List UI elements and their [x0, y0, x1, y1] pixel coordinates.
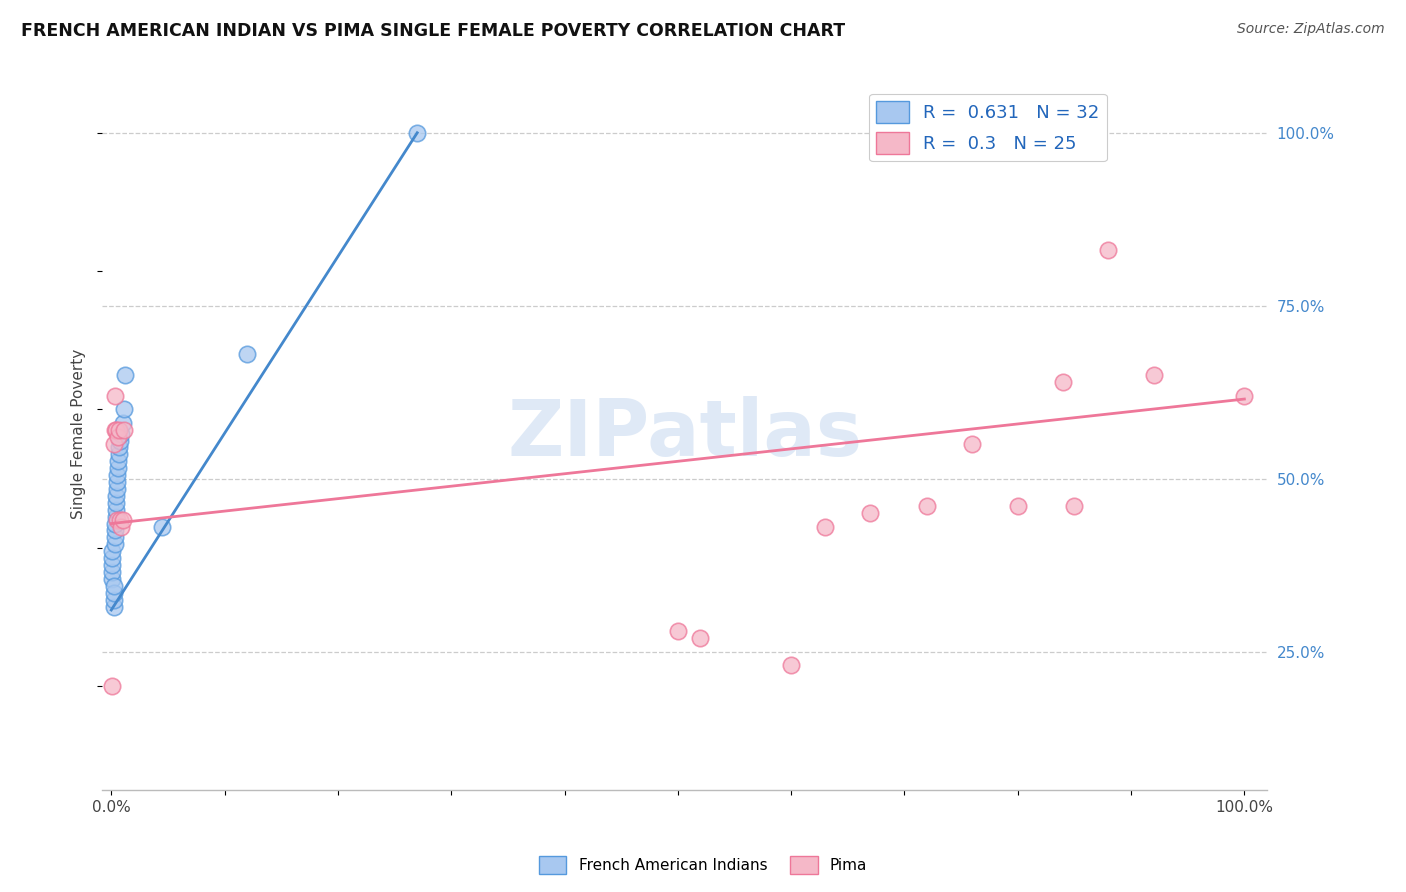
- Point: [104, 423, 127, 437]
- Legend: French American Indians, Pima: French American Indians, Pima: [533, 850, 873, 880]
- Text: ZIPatlas: ZIPatlas: [508, 396, 862, 472]
- Point: [107, 461, 129, 475]
- Point: [101, 679, 124, 693]
- Point: [108, 423, 131, 437]
- Point: [1052, 375, 1074, 389]
- Point: [110, 434, 132, 448]
- Point: [111, 417, 134, 431]
- Point: [104, 524, 127, 538]
- Point: [104, 496, 127, 510]
- Point: [236, 347, 259, 361]
- Point: [406, 126, 429, 140]
- Point: [112, 423, 135, 437]
- Point: [103, 579, 125, 593]
- Point: [108, 447, 131, 461]
- Text: Source: ZipAtlas.com: Source: ZipAtlas.com: [1237, 22, 1385, 37]
- Point: [101, 544, 124, 558]
- Point: [101, 551, 124, 566]
- Point: [104, 509, 127, 524]
- Point: [962, 437, 984, 451]
- Point: [689, 631, 711, 645]
- Point: [1143, 368, 1166, 382]
- Point: [104, 423, 127, 437]
- Point: [108, 441, 131, 455]
- Point: [105, 513, 128, 527]
- Point: [101, 565, 124, 579]
- Point: [110, 426, 132, 441]
- Point: [104, 489, 127, 503]
- Point: [1007, 500, 1029, 514]
- Y-axis label: Single Female Poverty: Single Female Poverty: [72, 349, 86, 519]
- Point: [103, 585, 125, 599]
- Point: [105, 475, 128, 489]
- Point: [112, 402, 135, 417]
- Point: [107, 430, 129, 444]
- Point: [104, 502, 127, 516]
- Point: [814, 520, 837, 534]
- Point: [1233, 388, 1256, 402]
- Point: [107, 454, 129, 468]
- Point: [103, 599, 125, 614]
- Point: [114, 368, 136, 382]
- Point: [104, 537, 127, 551]
- Point: [110, 520, 132, 534]
- Point: [104, 388, 127, 402]
- Point: [105, 468, 128, 483]
- Point: [780, 658, 803, 673]
- Point: [1063, 500, 1085, 514]
- Point: [150, 520, 173, 534]
- Point: [915, 500, 938, 514]
- Legend: R =  0.631   N = 32, R =  0.3   N = 25: R = 0.631 N = 32, R = 0.3 N = 25: [869, 94, 1107, 161]
- Point: [103, 437, 125, 451]
- Point: [1097, 244, 1119, 258]
- Point: [104, 530, 127, 544]
- Point: [666, 624, 689, 638]
- Point: [101, 558, 124, 572]
- Point: [105, 482, 128, 496]
- Point: [101, 572, 124, 586]
- Point: [104, 516, 127, 531]
- Point: [110, 513, 132, 527]
- Point: [111, 513, 134, 527]
- Point: [103, 592, 125, 607]
- Point: [859, 506, 882, 520]
- Text: FRENCH AMERICAN INDIAN VS PIMA SINGLE FEMALE POVERTY CORRELATION CHART: FRENCH AMERICAN INDIAN VS PIMA SINGLE FE…: [21, 22, 845, 40]
